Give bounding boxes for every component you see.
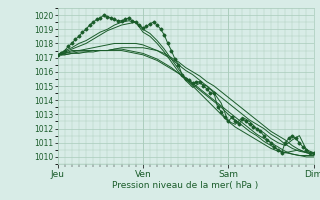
X-axis label: Pression niveau de la mer( hPa ): Pression niveau de la mer( hPa ) xyxy=(112,181,259,190)
